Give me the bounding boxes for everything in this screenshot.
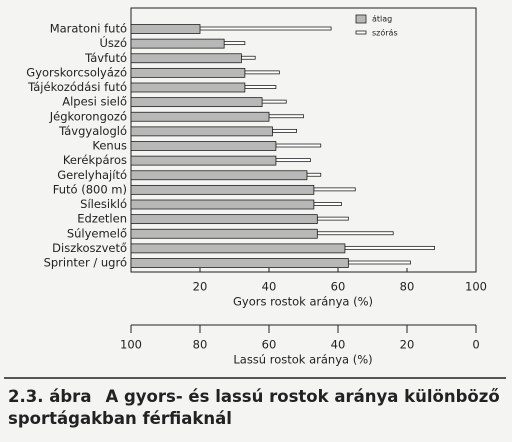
error-bar <box>344 245 435 250</box>
plot-frame <box>130 7 477 273</box>
x2-tick-label: 60 <box>262 338 277 352</box>
x2-tick-label: 40 <box>331 338 346 352</box>
bar <box>130 111 270 122</box>
legend-label: szórás <box>372 28 398 38</box>
bar <box>130 97 263 108</box>
error-bar <box>261 99 287 104</box>
y-tick-label: Maratoni futó <box>50 22 127 36</box>
x2-tick-label: 80 <box>193 338 208 352</box>
error-bar <box>244 70 280 75</box>
bar <box>130 38 225 49</box>
y-tick-label: Súlyemelő <box>67 226 127 240</box>
y-tick-label: Kenus <box>92 139 127 153</box>
error-bar <box>313 187 356 192</box>
y-tick-label: Diszkoszvető <box>52 241 127 255</box>
bar <box>130 214 318 225</box>
y-tick-label: Úszó <box>100 35 127 50</box>
legend-label: átlag <box>372 15 392 24</box>
bar <box>130 67 246 78</box>
y-tick-label: Alpesi sielő <box>62 95 127 109</box>
x-tick-label: 80 <box>400 280 415 294</box>
y-tick-label: Gyorskorcsolyázó <box>26 65 127 79</box>
error-bar <box>223 41 246 46</box>
x2-tick-label: 100 <box>120 338 142 352</box>
x-axis-title: Gyors rostok aránya (%) <box>233 295 373 309</box>
y-tick-label: Futó (800 m) <box>53 182 127 196</box>
caption-number: 2.3. ábra <box>8 387 92 406</box>
x2-tick-label: 0 <box>472 338 479 352</box>
bar <box>130 258 349 268</box>
y-tick-label: Sprinter / ugró <box>44 256 127 270</box>
y-tick-label: Jégkorongozó <box>49 109 127 123</box>
bar <box>130 82 246 93</box>
y-tick-label: Távgyalogló <box>58 124 127 138</box>
y-tick-label: Edzetlen <box>77 212 127 226</box>
caption: 2.3. ábra A gyors- és lassú rostok aránya… <box>8 386 506 430</box>
bar <box>130 184 315 195</box>
legend-swatch <box>355 14 367 24</box>
caption-text: A gyors- és lassú rostok aránya különböz… <box>8 387 500 428</box>
error-bar <box>316 216 349 221</box>
error-bar <box>347 260 411 265</box>
error-bar <box>240 55 256 60</box>
bar <box>130 243 346 254</box>
bar <box>130 199 315 210</box>
bar <box>130 141 277 151</box>
error-bar <box>244 85 277 89</box>
error-bar <box>275 158 311 163</box>
x-tick-label: 60 <box>331 280 346 294</box>
error-bar <box>199 26 332 31</box>
x-tick-label: 40 <box>262 280 277 294</box>
chart: Gyors rostok aránya (%) Lassú rostok ará… <box>4 7 506 379</box>
bar <box>130 170 308 181</box>
bar <box>130 155 277 166</box>
y-tick-label: Gerelyhajító <box>57 168 127 182</box>
x2-tick-label: 20 <box>400 338 415 352</box>
x-tick-label: 20 <box>193 280 208 294</box>
error-bar <box>275 143 322 148</box>
bar <box>130 228 318 239</box>
legend-swatch <box>355 30 367 35</box>
y-tick-label: Távfutó <box>84 51 127 65</box>
bar <box>130 24 201 34</box>
error-bar <box>272 128 298 133</box>
bar <box>130 53 242 64</box>
error-bar <box>268 114 304 119</box>
y-tick-label: Sílesikló <box>80 197 127 211</box>
y-tick-label: Tájékozódási futó <box>27 80 127 94</box>
x2-axis-title: Lassú rostok aránya (%) <box>233 353 372 367</box>
error-bar <box>313 202 342 206</box>
error-bar <box>306 172 322 177</box>
bar <box>130 126 273 137</box>
x-tick-label: 100 <box>465 280 487 294</box>
y-tick-label: Kerékpáros <box>63 153 127 167</box>
error-bar <box>316 231 394 236</box>
